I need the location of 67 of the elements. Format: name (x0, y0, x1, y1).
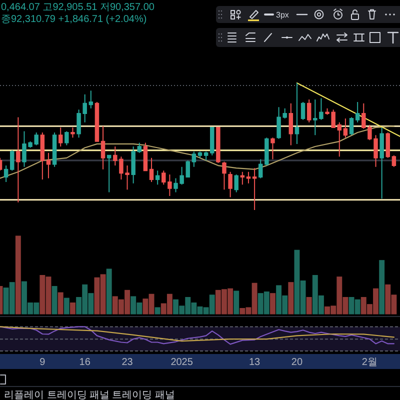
candlestick (46, 152, 51, 179)
candlestick (10, 150, 14, 172)
candlestick (186, 160, 190, 178)
candlestick (343, 118, 348, 138)
candlestick (204, 151, 208, 161)
candlestick (192, 151, 196, 168)
candlestick (349, 116, 354, 136)
candlestick (137, 142, 142, 154)
bar (52, 286, 58, 314)
candlestick (288, 102, 294, 146)
candlestick (210, 126, 214, 156)
candlestick (216, 126, 220, 164)
candlestick (131, 146, 136, 184)
candlestick (270, 137, 275, 160)
bar (270, 293, 276, 314)
candlestick (143, 142, 148, 172)
x-tick-label: 9 (40, 357, 46, 368)
candlestick (246, 171, 251, 184)
candlestick (16, 116, 20, 203)
candlestick (294, 82, 300, 144)
bar (70, 302, 76, 314)
candlestick (64, 130, 69, 146)
candlestick (234, 174, 238, 193)
candlestick (300, 102, 306, 120)
candlestick (240, 171, 245, 186)
bar (58, 292, 64, 314)
candlestick (252, 168, 257, 210)
candlestick (40, 132, 45, 180)
candlestick (155, 170, 160, 186)
candlestick (198, 151, 202, 158)
candlestick (337, 122, 342, 158)
candlestick (88, 90, 94, 109)
candlestick (355, 102, 360, 123)
bar (288, 282, 294, 314)
candlestick (106, 154, 112, 193)
candlestick (264, 137, 269, 166)
x-tick-label: 13 (248, 357, 261, 368)
candlestick (94, 102, 100, 142)
candlestick (222, 161, 226, 190)
x-tick-label: 2월 (362, 357, 378, 368)
candlestick (70, 126, 75, 138)
x-tick-label: 2025 (170, 357, 194, 368)
candlestick (149, 157, 154, 183)
candlestick (392, 154, 396, 168)
bar (15, 236, 21, 314)
candlestick (52, 132, 57, 168)
bar (154, 307, 160, 314)
text: 0,464.07 고92,905.51 저90,357.00 종92,310.79 +1,846.71 (+2.04%) (1, 2, 158, 25)
candlestick (386, 132, 390, 158)
text: 리플레이 트레이딩 패널 (4, 390, 110, 400)
bar (306, 297, 312, 314)
x-tick-label: 20 (291, 357, 303, 368)
bar (64, 298, 70, 314)
text: 트레이딩 패널 (112, 390, 175, 400)
candlestick (306, 99, 312, 123)
candlestick (258, 158, 263, 179)
candlestick (380, 126, 384, 200)
x-tick-label: 16 (79, 357, 91, 368)
candlestick (100, 126, 106, 170)
candlestick (4, 165, 8, 183)
x-tick-label: 23 (122, 357, 134, 368)
bar (234, 290, 240, 314)
text: 3px (276, 10, 289, 20)
bar (106, 268, 112, 314)
bar (379, 260, 385, 314)
candlestick (228, 171, 232, 198)
candlestick (58, 126, 63, 147)
